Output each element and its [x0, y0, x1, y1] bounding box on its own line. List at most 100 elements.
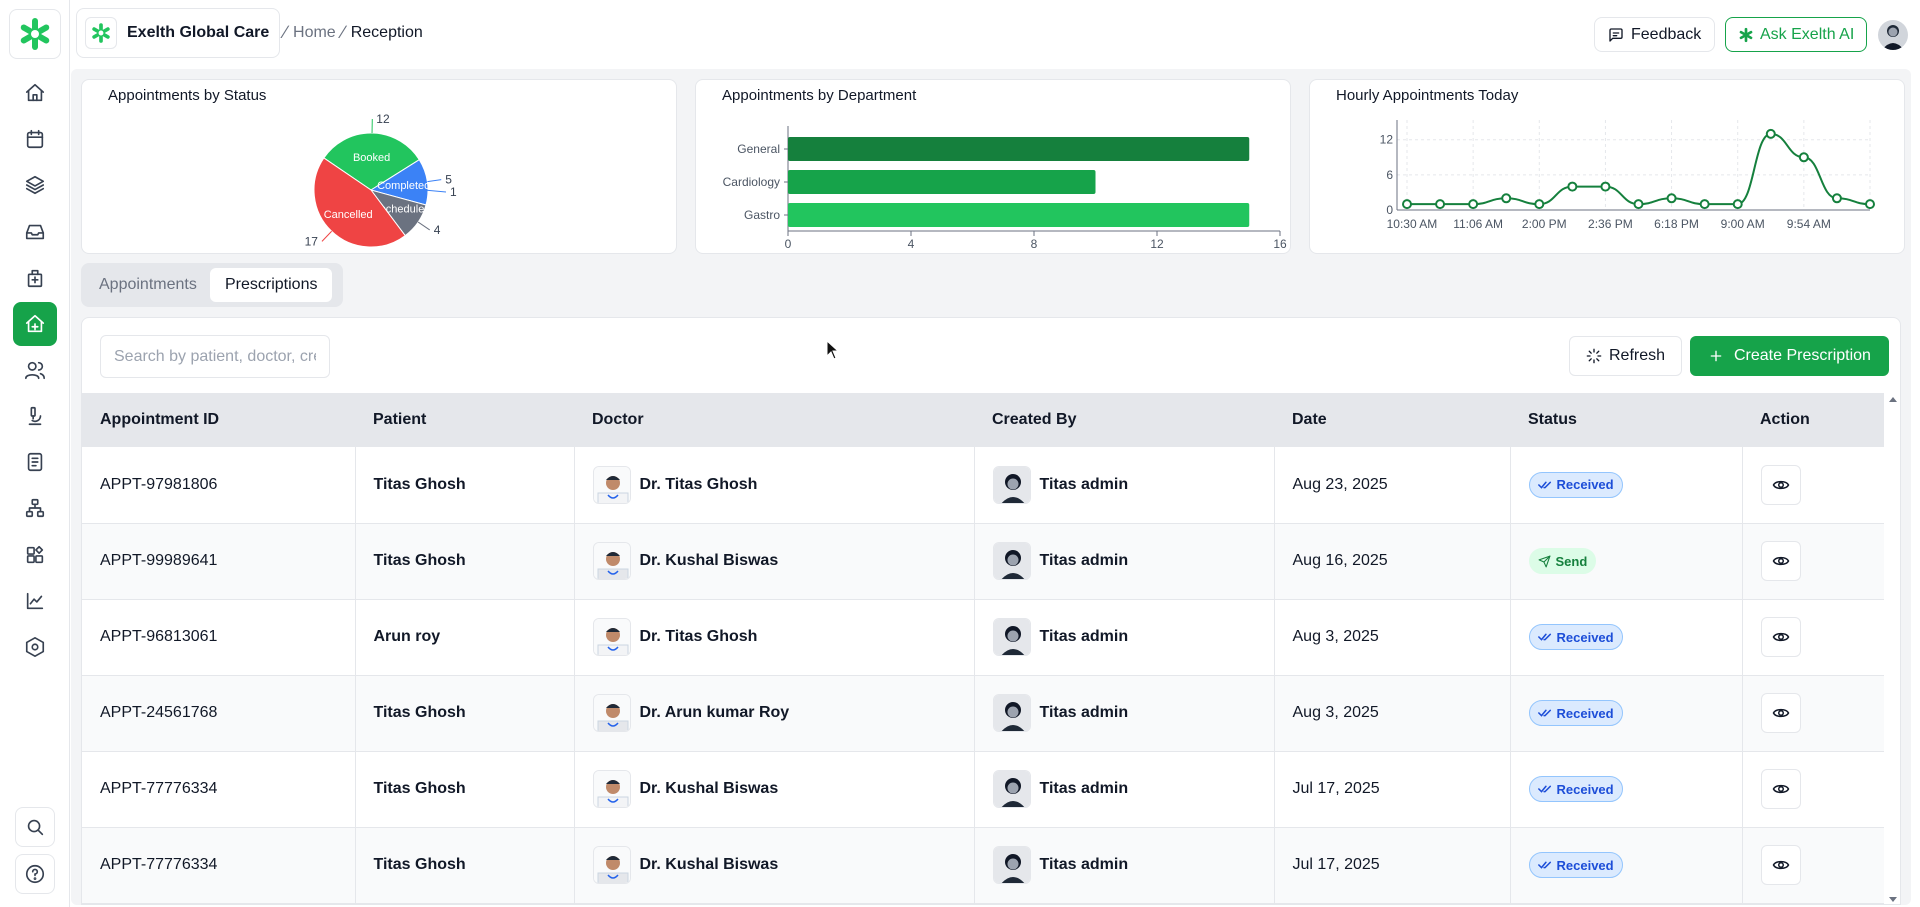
- status-label: Received: [1556, 477, 1614, 493]
- refresh-button[interactable]: Refresh: [1569, 336, 1683, 376]
- asterisk-logo-icon: [20, 18, 50, 50]
- appointment-id: APPT-96813061: [100, 628, 218, 645]
- table-row[interactable]: APPT-96813061 Arun roy Dr. Titas Ghosh Tita…: [82, 599, 1884, 676]
- view-button[interactable]: [1760, 464, 1801, 505]
- column-header-status[interactable]: Status: [1528, 411, 1577, 428]
- sidebar: [0, 0, 70, 907]
- sidebar-item-apps[interactable]: [13, 533, 57, 577]
- home-icon: [25, 83, 45, 102]
- hourly-chart-title: Hourly Appointments Today: [1336, 87, 1519, 104]
- creator-name: Titas admin: [1039, 856, 1129, 873]
- feedback-button[interactable]: Feedback: [1594, 17, 1716, 52]
- view-button[interactable]: [1760, 541, 1801, 581]
- table-row[interactable]: APPT-77776334 Titas Ghosh Dr. Kushal Biswa…: [82, 827, 1884, 904]
- sidebar-item-microscope[interactable]: [13, 394, 57, 438]
- department-bar-chart: General Cardiology Gastro 0 4 8 12 16: [723, 126, 1287, 251]
- breadcrumb-separator: ∕: [284, 22, 288, 42]
- sidebar-item-chart[interactable]: [13, 579, 57, 623]
- ask-ai-button[interactable]: Ask Exelth AI: [1725, 17, 1868, 52]
- prescriptions-table: Appointment ID Patient Doctor Created By…: [82, 393, 1884, 904]
- sidebar-item-help[interactable]: [15, 854, 55, 894]
- data-point: [1402, 199, 1412, 210]
- app-logo[interactable]: [9, 9, 61, 59]
- status-cell: Received: [1509, 447, 1742, 524]
- status-cell: Received: [1509, 827, 1742, 904]
- doctor-cell: Dr. Kushal Biswas: [573, 827, 974, 904]
- table-row[interactable]: APPT-97981806 Titas Ghosh Dr. Titas Ghosh T…: [82, 447, 1884, 524]
- sidebar-item-layers[interactable]: [13, 163, 57, 207]
- created-by-cell: Titas admin: [973, 447, 1274, 524]
- creator-avatar: [992, 542, 1031, 580]
- pie-leader-line: [417, 221, 431, 231]
- sidebar-item-users[interactable]: [13, 348, 57, 392]
- table-row[interactable]: APPT-24561768 Titas Ghosh Dr. Arun kumar R…: [82, 675, 1884, 752]
- doctor-cell: Dr. Titas Ghosh: [573, 599, 974, 676]
- doctor-name: Dr. Titas Ghosh: [639, 628, 758, 645]
- creator-name: Titas admin: [1039, 552, 1129, 569]
- patient-name: Arun roy: [373, 628, 441, 645]
- tab-prescriptions[interactable]: Prescriptions: [210, 268, 333, 302]
- doctor-avatar: [592, 770, 631, 808]
- eye-icon: [1772, 632, 1789, 642]
- search-input[interactable]: [100, 335, 330, 378]
- asterisk-icon: [1739, 27, 1753, 42]
- x-tick-label: 10:30 AM: [1387, 217, 1438, 231]
- sidebar-item-document[interactable]: [13, 440, 57, 484]
- create-prescription-button[interactable]: Create Prescription: [1690, 336, 1889, 376]
- creator-name: Titas admin: [1039, 704, 1129, 721]
- appointment-id-cell: APPT-24561768: [82, 675, 355, 752]
- pie-value-label: 5: [445, 173, 452, 187]
- table-scrollbar[interactable]: [1885, 393, 1901, 905]
- doctor-cell: Dr. Titas Ghosh: [573, 447, 974, 524]
- column-header-date[interactable]: Date: [1292, 411, 1327, 428]
- status-label: Received: [1556, 629, 1614, 645]
- sidebar-item-network[interactable]: [13, 486, 57, 530]
- view-button[interactable]: [1760, 693, 1801, 733]
- bar-cardiology: [788, 170, 1096, 194]
- view-button[interactable]: [1760, 769, 1801, 809]
- doctor-photo-icon: [593, 543, 630, 579]
- help-icon: [25, 864, 45, 884]
- sidebar-item-search[interactable]: [15, 807, 55, 847]
- sidebar-item-reception[interactable]: [13, 302, 57, 346]
- column-header-doctor[interactable]: Doctor: [592, 411, 644, 428]
- data-point: [1765, 128, 1776, 139]
- table-row[interactable]: APPT-99989641 Titas Ghosh Dr. Kushal Biswa…: [82, 523, 1884, 600]
- view-button[interactable]: [1760, 845, 1801, 885]
- tab-appointments[interactable]: Appointments: [99, 276, 197, 293]
- org-switcher[interactable]: Exelth Global Care: [76, 8, 281, 58]
- double-check-icon: [1537, 633, 1551, 641]
- status-badge: Received: [1528, 700, 1623, 726]
- status-label: Received: [1556, 781, 1614, 797]
- user-avatar[interactable]: [1878, 20, 1908, 50]
- created-by-cell: Titas admin: [973, 599, 1274, 676]
- column-header-patient[interactable]: Patient: [373, 411, 427, 428]
- patient-cell: Titas Ghosh: [354, 523, 574, 600]
- breadcrumb-home[interactable]: Home: [293, 23, 336, 41]
- scroll-up-icon[interactable]: [1885, 393, 1901, 405]
- status-badge: Received: [1528, 776, 1623, 802]
- sidebar-item-hospital[interactable]: [13, 256, 57, 300]
- scroll-down-icon[interactable]: [1885, 894, 1901, 905]
- x-tick-label: 2:36 PM: [1588, 217, 1633, 231]
- appointment-id-cell: APPT-99989641: [82, 523, 355, 600]
- column-header-appointment-id[interactable]: Appointment ID: [100, 411, 220, 428]
- data-point: [1468, 199, 1479, 210]
- sidebar-item-calendar[interactable]: [13, 117, 57, 161]
- creator-name: Titas admin: [1039, 475, 1129, 493]
- patient-name: Titas Ghosh: [373, 704, 466, 721]
- data-point: [1798, 152, 1809, 163]
- microscope-icon: [28, 406, 42, 426]
- table-row[interactable]: APPT-77776334 Titas Ghosh Dr. Kushal Biswa…: [82, 751, 1884, 828]
- doctor-cell: Dr. Kushal Biswas: [573, 523, 974, 600]
- pie-slice-label: Cancelled: [324, 209, 373, 221]
- column-header-action: Action: [1760, 411, 1810, 428]
- doctor-name: Dr. Kushal Biswas: [639, 856, 779, 873]
- sidebar-item-hexagon-settings[interactable]: [13, 625, 57, 669]
- column-header-created-by[interactable]: Created By: [992, 411, 1077, 428]
- main-content: Appointments by Status Booked 12 Completed…: [71, 69, 1911, 905]
- sidebar-item-home[interactable]: [13, 71, 57, 115]
- view-button[interactable]: [1760, 617, 1801, 657]
- doctor-name: Dr. Arun kumar Roy: [639, 704, 790, 721]
- sidebar-item-inbox[interactable]: [13, 210, 57, 254]
